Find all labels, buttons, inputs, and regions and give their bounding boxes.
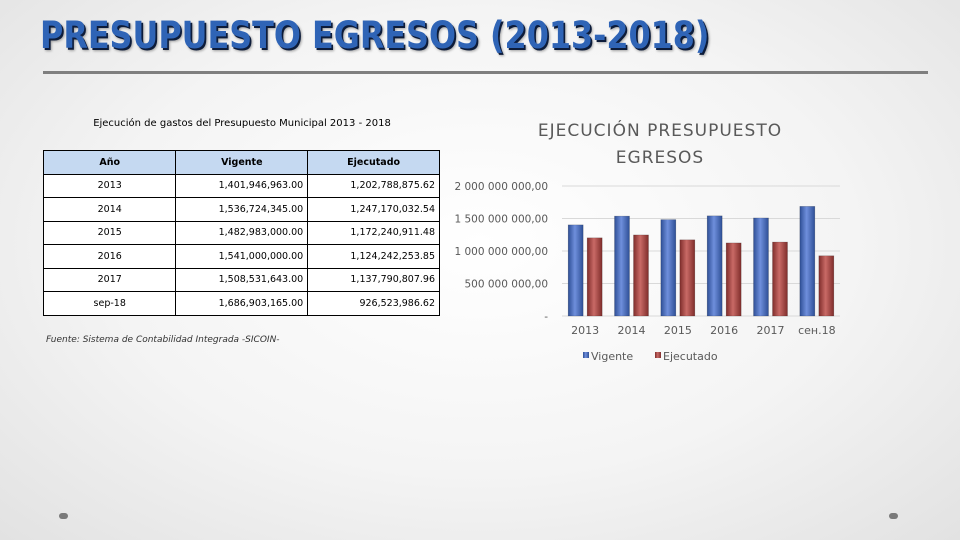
header-ejecutado: Ejecutado xyxy=(307,150,440,175)
cell-year: sep-18 xyxy=(42,291,177,316)
bar-vigente-2 xyxy=(660,219,677,317)
cell-ejecutado: 1,124,242,253.85 xyxy=(307,244,440,269)
footer-dot-right xyxy=(889,513,898,519)
cell-ejecutado: 1,202,788,875.62 xyxy=(307,173,440,198)
chart-title-line1: EJECUCIÓN PRESUPUESTO xyxy=(537,121,783,141)
bar-ejecutado-4 xyxy=(772,241,788,317)
title-divider xyxy=(43,71,928,74)
chart-title-line2: EGRESOS xyxy=(615,148,705,168)
bar-vigente-5 xyxy=(799,206,816,317)
cell-year: 2017 xyxy=(42,267,177,292)
budget-table: Año Vigente Ejecutado 2013 1,401,946,963… xyxy=(42,150,440,316)
legend-swatch-ejecutado xyxy=(655,352,661,358)
x-tick-label: 2017 xyxy=(757,324,785,337)
y-tick-label: 500 000 000,00 xyxy=(465,279,549,291)
header-year: Año xyxy=(42,150,177,175)
table-row: 2016 1,541,000,000.00 1,124,242,253.85 xyxy=(42,244,440,269)
bar-ejecutado-5 xyxy=(818,255,835,317)
bar-ejecutado-1 xyxy=(633,234,649,317)
cell-vigente: 1,508,531,643.00 xyxy=(175,267,309,292)
cell-ejecutado: 1,172,240,911.48 xyxy=(307,220,440,245)
bar-vigente-0 xyxy=(567,224,584,317)
bar-ejecutado-0 xyxy=(586,237,603,317)
cell-vigente: 1,482,983,000.00 xyxy=(175,220,309,245)
bar-ejecutado-2 xyxy=(679,239,696,317)
x-tick-label: 2016 xyxy=(710,324,738,337)
cell-ejecutado: 1,137,790,807.96 xyxy=(307,267,440,292)
bar-vigente-4 xyxy=(753,217,769,317)
cell-vigente: 1,686,903,165.00 xyxy=(175,291,309,316)
cell-year: 2013 xyxy=(42,173,177,198)
legend-swatch-vigente xyxy=(583,352,589,358)
header-vigente: Vigente xyxy=(175,150,309,175)
y-tick-label: 1 500 000 000,00 xyxy=(454,214,548,226)
bar-chart: - 500 000 000,00 1 000 000 000,00 1 500 000… xyxy=(454,181,840,363)
cell-year: 2015 xyxy=(42,220,177,245)
chart-title: EJECUCIÓN PRESUPUESTO EGRESOS xyxy=(470,118,850,172)
legend-label-ejecutado: Ejecutado xyxy=(663,350,718,363)
table-row: 2014 1,536,724,345.00 1,247,170,032.54 xyxy=(42,197,440,222)
cell-year: 2016 xyxy=(42,244,177,269)
x-tick-label: 2014 xyxy=(618,324,646,337)
slide-title: PRESUPUESTO EGRESOS (2013-2018) xyxy=(40,14,710,57)
cell-vigente: 1,541,000,000.00 xyxy=(175,244,309,269)
y-tick-label: 2 000 000 000,00 xyxy=(454,181,548,193)
table-row: sep-18 1,686,903,165.00 926,523,986.62 xyxy=(42,291,440,316)
bar-vigente-3 xyxy=(706,215,723,317)
bar-vigente-1 xyxy=(614,215,630,317)
y-tick-label: 1 000 000 000,00 xyxy=(454,246,548,258)
table-row: 2013 1,401,946,963.00 1,202,788,875.62 xyxy=(42,173,440,198)
y-tick-label: - xyxy=(544,311,548,323)
cell-ejecutado: 1,247,170,032.54 xyxy=(307,197,440,222)
x-tick-label: 2013 xyxy=(571,324,599,337)
bar-ejecutado-3 xyxy=(725,242,742,317)
table-caption: Ejecución de gastos del Presupuesto Muni… xyxy=(93,118,391,129)
table-header-row: Año Vigente Ejecutado xyxy=(42,150,440,175)
table-row: 2017 1,508,531,643.00 1,137,790,807.96 xyxy=(42,267,440,292)
table-row: 2015 1,482,983,000.00 1,172,240,911.48 xyxy=(42,220,440,245)
legend-label-vigente: Vigente xyxy=(591,350,633,363)
source-note: Fuente: Sistema de Contabilidad Integrad… xyxy=(46,335,280,345)
x-tick-label: сен.18 xyxy=(798,324,836,337)
cell-ejecutado: 926,523,986.62 xyxy=(307,291,440,316)
cell-year: 2014 xyxy=(42,197,177,222)
footer-dot-left xyxy=(59,513,68,519)
x-tick-label: 2015 xyxy=(664,324,692,337)
cell-vigente: 1,536,724,345.00 xyxy=(175,197,309,222)
cell-vigente: 1,401,946,963.00 xyxy=(175,173,309,198)
